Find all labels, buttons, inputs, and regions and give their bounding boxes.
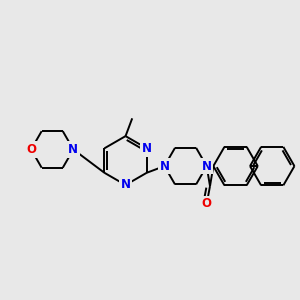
Text: O: O [26, 143, 36, 156]
Text: N: N [121, 178, 130, 191]
Text: N: N [159, 160, 170, 172]
Text: O: O [202, 197, 212, 210]
Text: N: N [202, 160, 212, 172]
Text: N: N [142, 142, 152, 155]
Text: N: N [68, 143, 78, 156]
